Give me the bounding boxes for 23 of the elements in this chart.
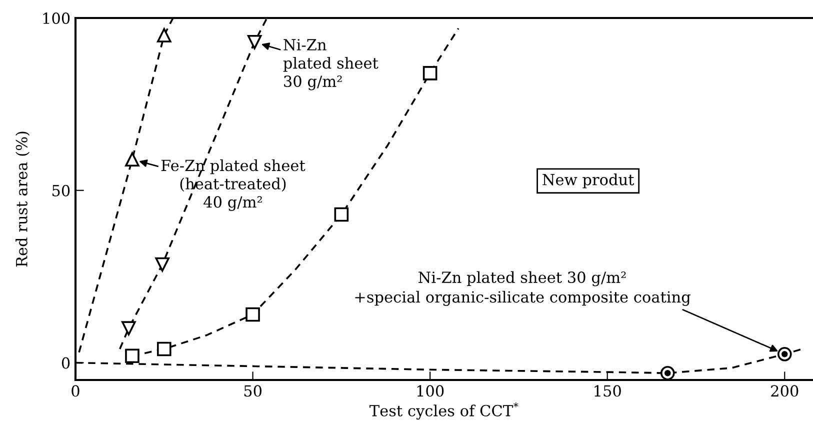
point <box>246 307 260 322</box>
x-tick-label: 0 <box>72 385 80 397</box>
y-tick-label: 0 <box>62 357 70 369</box>
y-tick-label: 100 <box>43 12 70 24</box>
point <box>125 152 140 167</box>
point <box>122 321 136 336</box>
y-axis-title: Red rust area (%) <box>16 132 30 267</box>
point <box>422 66 438 80</box>
point <box>156 342 172 356</box>
annotation: New produt <box>542 174 634 188</box>
point <box>247 34 262 50</box>
point <box>156 28 172 42</box>
x-axis-title: Test cycles of CCT$^{*}$ <box>370 402 518 420</box>
annotation: Ni-Zn plated sheet 30 g/m² <box>283 39 378 90</box>
y-tick-label: 50 <box>52 184 70 196</box>
x-tick-label: 50 <box>244 385 262 397</box>
x-tick-label: 150 <box>594 385 621 397</box>
point <box>125 348 140 364</box>
point <box>334 207 349 222</box>
annotation: Ni-Zn plated sheet 30 g/m² +special organic-silicate composite coating <box>355 271 690 306</box>
x-tick-label: 200 <box>771 385 798 397</box>
point <box>155 257 170 272</box>
x-tick-label: 100 <box>417 385 444 397</box>
